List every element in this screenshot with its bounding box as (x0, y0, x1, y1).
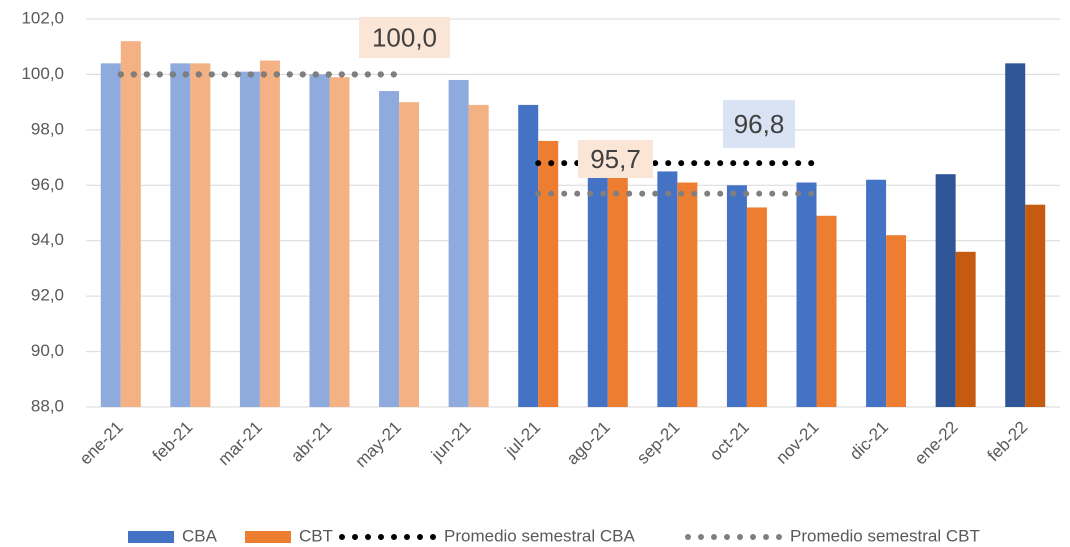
x-tick-label: jun-21 (427, 418, 475, 466)
y-tick-label: 90,0 (31, 341, 64, 360)
y-tick-label: 94,0 (31, 230, 64, 249)
bar (100, 63, 121, 407)
annotation: 96,8 (734, 109, 785, 139)
x-tick-label: ago-21 (563, 418, 614, 469)
y-tick-label: 102,0 (21, 8, 64, 27)
x-tick-label: feb-22 (984, 418, 1032, 466)
bar (399, 102, 420, 408)
annotation: 100,0 (372, 22, 437, 52)
bar (677, 182, 698, 407)
bar (239, 71, 260, 408)
bar (866, 179, 887, 407)
y-tick-label: 98,0 (31, 119, 64, 138)
bar (1025, 204, 1046, 407)
legend-label: CBT (299, 526, 333, 545)
legend-label: Promedio semestral CBA (444, 526, 636, 545)
x-tick-label: feb-21 (149, 418, 197, 466)
bar (935, 174, 956, 407)
annotation: 95,7 (590, 144, 641, 174)
bar (796, 182, 817, 407)
annotation-box (723, 100, 795, 148)
bar (170, 63, 191, 407)
y-tick-label: 100,0 (21, 64, 64, 83)
annotation-box (359, 17, 450, 58)
bar (657, 171, 678, 407)
bar (190, 63, 211, 407)
legend-swatch (128, 531, 174, 543)
y-tick-label: 92,0 (31, 286, 64, 305)
bar (468, 104, 489, 408)
x-tick-label: jul-21 (501, 418, 545, 462)
bar (379, 91, 400, 408)
bar (587, 176, 608, 407)
x-tick-label: sep-21 (633, 418, 683, 468)
legend-label: Promedio semestral CBT (790, 526, 980, 545)
x-tick-label: nov-21 (772, 418, 822, 468)
bar (538, 140, 559, 407)
x-tick-label: dic-21 (846, 418, 892, 464)
annotation-box (578, 140, 653, 178)
bar (955, 251, 976, 407)
x-tick-label: abr-21 (287, 418, 335, 466)
bar (309, 74, 330, 407)
x-tick-label: oct-21 (706, 418, 753, 465)
x-tick-label: ene-21 (76, 418, 127, 469)
bar (1005, 63, 1026, 407)
x-tick-label: mar-21 (214, 418, 266, 470)
bar (726, 185, 747, 407)
y-tick-label: 88,0 (31, 396, 64, 415)
bar (816, 215, 837, 407)
bar (746, 207, 767, 407)
legend-label: CBA (182, 526, 218, 545)
bar (886, 235, 907, 407)
y-tick-label: 96,0 (31, 175, 64, 194)
bar (448, 79, 469, 407)
x-tick-label: ene-22 (911, 418, 962, 469)
x-tick-label: may-21 (352, 418, 406, 472)
bar (518, 104, 539, 408)
bar (329, 77, 350, 407)
bar (607, 176, 628, 407)
bar (259, 60, 280, 407)
legend-swatch (245, 531, 291, 543)
bar (120, 41, 141, 408)
